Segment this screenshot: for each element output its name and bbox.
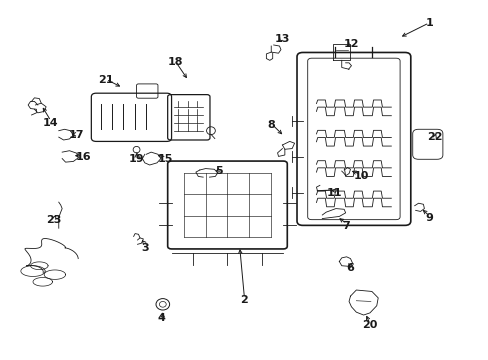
- Text: 9: 9: [425, 212, 432, 222]
- Text: 19: 19: [128, 154, 144, 163]
- Text: 3: 3: [141, 243, 148, 253]
- Text: 13: 13: [274, 34, 289, 44]
- Text: 18: 18: [167, 57, 183, 67]
- Text: 14: 14: [43, 118, 59, 128]
- Text: 2: 2: [240, 295, 248, 305]
- Text: 5: 5: [215, 166, 223, 176]
- Text: 11: 11: [326, 188, 342, 198]
- Text: 15: 15: [158, 154, 173, 163]
- Text: 7: 7: [342, 221, 350, 231]
- Text: 12: 12: [343, 39, 359, 49]
- Text: 22: 22: [427, 132, 442, 142]
- Text: 16: 16: [75, 152, 91, 162]
- Text: 10: 10: [353, 171, 368, 181]
- Text: 17: 17: [69, 130, 84, 140]
- Text: 4: 4: [158, 312, 165, 323]
- Text: 21: 21: [98, 75, 113, 85]
- Text: 20: 20: [362, 320, 377, 330]
- Text: 8: 8: [267, 120, 275, 130]
- Text: 6: 6: [346, 262, 354, 273]
- Text: 1: 1: [425, 18, 432, 28]
- Text: 23: 23: [46, 215, 61, 225]
